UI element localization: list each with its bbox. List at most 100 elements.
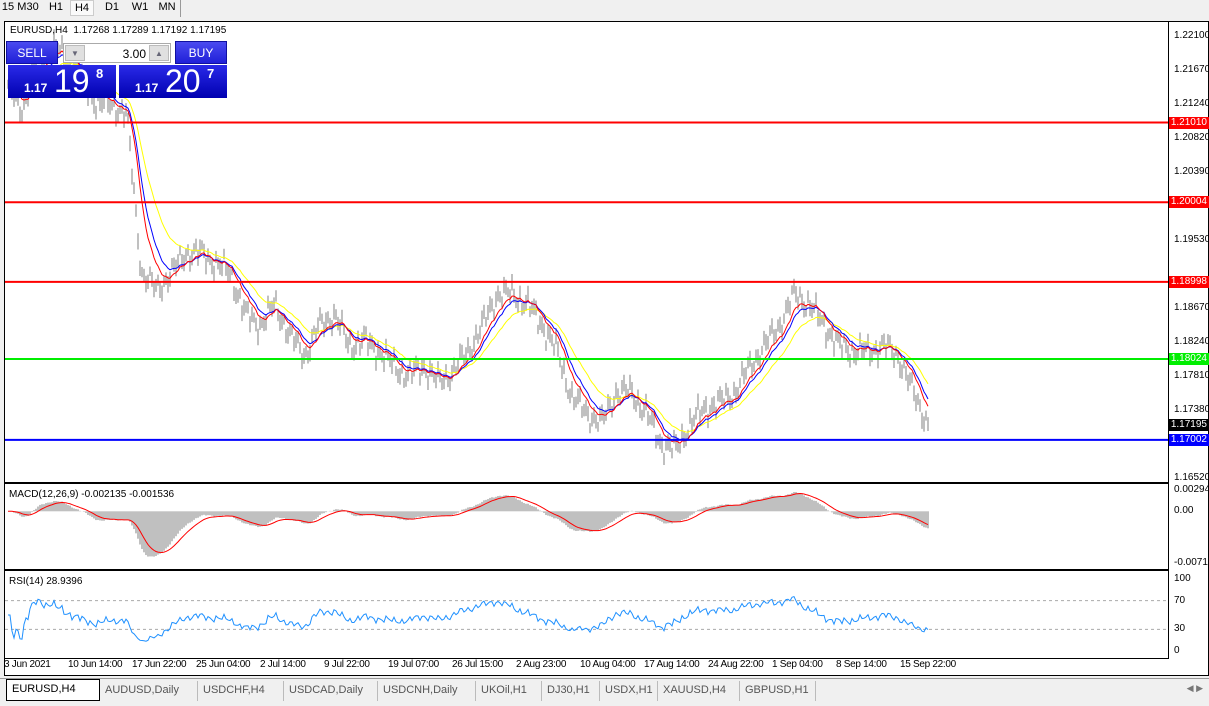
macd-histogram-bar — [77, 509, 79, 512]
macd-histogram-bar — [433, 511, 435, 516]
macd-histogram-bar — [487, 499, 489, 512]
tab-gbpusd-h1[interactable]: GBPUSD,H1 — [740, 681, 816, 701]
timeframe-w1[interactable]: W1 — [131, 1, 149, 13]
timeframe-h4[interactable]: H4 — [70, 0, 94, 16]
macd-histogram-bar — [325, 511, 327, 513]
macd-histogram-bar — [653, 511, 655, 517]
macd-histogram-bar — [575, 511, 577, 532]
lot-decrease-icon[interactable]: ▼ — [65, 45, 85, 61]
macd-histogram-bar — [667, 511, 669, 524]
macd-histogram-bar — [727, 504, 729, 512]
price-axis-label: 1.19530 — [1174, 233, 1209, 245]
macd-histogram-bar — [807, 497, 809, 512]
macd-histogram-bar — [517, 499, 519, 512]
price-axis-label: 1.17810 — [1174, 369, 1209, 381]
macd-histogram-bar — [797, 492, 799, 512]
macd-histogram-bar — [127, 511, 129, 520]
sell-price[interactable]: 1.17 19 8 — [8, 63, 116, 99]
current-price-label: 1.17195 — [1169, 418, 1209, 431]
tab-scroll-arrows-icon[interactable]: ◀ ▶ — [1186, 683, 1203, 693]
macd-histogram-bar — [439, 511, 441, 516]
macd-histogram-bar — [335, 509, 337, 512]
macd-histogram-bar — [673, 511, 675, 523]
macd-histogram-bar — [129, 511, 131, 522]
macd-histogram-bar — [463, 509, 465, 512]
macd-histogram-bar — [897, 511, 899, 515]
macd-histogram-bar — [217, 511, 219, 516]
lot-value[interactable]: 3.00 — [122, 47, 146, 61]
level-price-label: 1.18024 — [1169, 352, 1209, 365]
macd-histogram-bar — [215, 511, 217, 516]
macd-histogram-bar — [241, 511, 243, 523]
lot-size-input[interactable]: ▼ 3.00 ▲ — [63, 43, 171, 63]
macd-histogram-bar — [289, 511, 291, 520]
macd-histogram-bar — [771, 495, 773, 512]
macd-histogram-bar — [197, 511, 199, 518]
macd-histogram-bar — [221, 511, 223, 517]
price-pane[interactable]: EURUSD,H4 1.17268 1.17289 1.17192 1.1719… — [5, 22, 1168, 484]
macd-histogram-bar — [561, 511, 563, 523]
macd-histogram-bar — [895, 511, 897, 514]
date-axis-label: 10 Aug 04:00 — [580, 659, 636, 670]
buy-price[interactable]: 1.17 20 7 — [119, 63, 227, 99]
date-axis-label: 17 Aug 14:00 — [644, 659, 700, 670]
macd-histogram-bar — [415, 511, 417, 518]
tab-usdchf-h4[interactable]: USDCHF,H4 — [198, 681, 284, 701]
timeframe-mn[interactable]: MN — [158, 1, 176, 13]
macd-pane[interactable]: MACD(12,26,9) -0.002135 -0.001536 — [5, 486, 1168, 571]
rsi-line — [8, 595, 929, 642]
macd-histogram-bar — [655, 511, 657, 519]
timeframe-m30[interactable]: M30 — [17, 1, 39, 13]
tab-ukoil-h1[interactable]: UKOil,H1 — [476, 681, 542, 701]
macd-histogram-bar — [925, 511, 927, 528]
macd-histogram-bar — [603, 511, 605, 528]
buy-price-pips: 20 — [165, 63, 201, 99]
macd-histogram-bar — [409, 511, 411, 520]
macd-histogram-bar — [841, 511, 843, 517]
tab-usdcad-daily[interactable]: USDCAD,Daily — [284, 681, 378, 701]
lot-increase-icon[interactable]: ▲ — [149, 45, 169, 61]
macd-histogram-bar — [693, 511, 695, 514]
macd-histogram-bar — [767, 497, 769, 512]
rsi-axis-label: 30 — [1174, 623, 1186, 635]
timeframe-15[interactable]: 15 — [1, 1, 15, 13]
macd-histogram-bar — [839, 511, 841, 516]
date-axis-label: 10 Jun 14:00 — [68, 659, 123, 670]
macd-histogram-bar — [491, 497, 493, 512]
timeframe-d1[interactable]: D1 — [104, 1, 120, 13]
tab-usdcnh-daily[interactable]: USDCNH,Daily — [378, 681, 476, 701]
macd-histogram-bar — [543, 511, 545, 513]
date-axis-label: 19 Jul 07:00 — [388, 659, 439, 670]
macd-histogram-bar — [717, 505, 719, 512]
timeframe-h1[interactable]: H1 — [48, 1, 64, 13]
macd-histogram-bar — [461, 509, 463, 512]
price-axis-label: 1.21240 — [1174, 98, 1209, 110]
macd-histogram-bar — [245, 511, 247, 524]
tab-eurusd-h4[interactable]: EURUSD,H4 — [6, 679, 100, 701]
macd-histogram-bar — [499, 495, 501, 512]
macd-histogram-bar — [83, 511, 85, 512]
macd-histogram-bar — [531, 505, 533, 512]
one-click-trading-panel: SELL ▼ 3.00 ▲ BUY 1.17 19 8 1.17 20 7 — [3, 41, 229, 99]
rsi-pane[interactable]: RSI(14) 28.9396 — [5, 573, 1168, 659]
macd-histogram-bar — [299, 511, 301, 522]
macd-histogram-bar — [601, 511, 603, 529]
buy-button[interactable]: BUY — [175, 41, 227, 64]
macd-histogram-bar — [265, 511, 267, 526]
tab-xauusd-h4[interactable]: XAUUSD,H4 — [658, 681, 740, 701]
macd-histogram-bar — [341, 509, 343, 512]
macd-histogram-bar — [253, 511, 255, 526]
sell-button[interactable]: SELL — [6, 41, 58, 64]
macd-histogram-bar — [387, 511, 389, 517]
macd-histogram-bar — [271, 511, 273, 521]
tab-usdx-h1[interactable]: USDX,H1 — [600, 681, 658, 701]
macd-histogram-bar — [605, 511, 607, 527]
macd-histogram-bar — [887, 511, 889, 514]
tab-dj30-h1[interactable]: DJ30,H1 — [542, 681, 600, 701]
macd-histogram-bar — [25, 511, 27, 517]
macd-histogram-bar — [773, 495, 775, 512]
macd-histogram-bar — [451, 511, 453, 516]
macd-histogram-bar — [859, 511, 861, 518]
macd-histogram-bar — [635, 511, 637, 513]
tab-audusd-daily[interactable]: AUDUSD,Daily — [100, 681, 198, 701]
